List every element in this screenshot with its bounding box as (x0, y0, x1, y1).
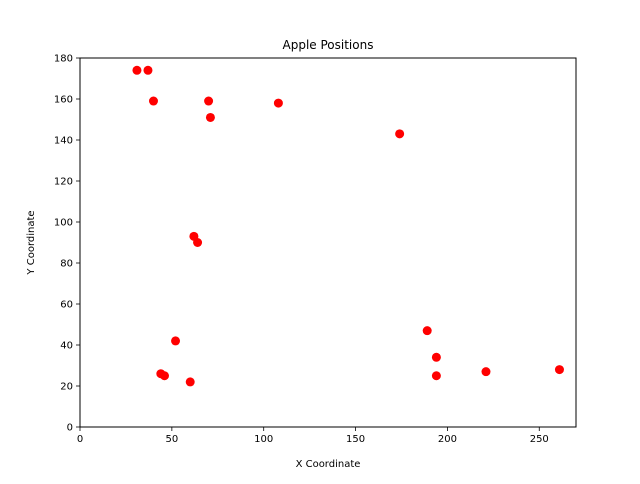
apple-point (554, 365, 564, 375)
apple-point (205, 112, 215, 122)
y-tick-label: 0 (67, 423, 73, 434)
y-tick-label: 80 (60, 259, 73, 270)
apple-point (193, 238, 203, 247)
apple-point (273, 98, 283, 108)
apple-point (204, 96, 214, 106)
x-axis-label: X Coordinate (296, 459, 361, 470)
x-tick-label: 200 (438, 434, 457, 445)
apple-point (185, 377, 195, 387)
axes-frame (79, 57, 577, 428)
axis-ticks: 0 50 100 150 200 250 0 20 40 60 80 100 120 140 160 180 (54, 54, 549, 446)
x-tick-label: 100 (254, 434, 273, 445)
data-points (132, 65, 564, 387)
apple-point (171, 336, 181, 346)
x-tick-label: 50 (165, 434, 178, 445)
apple-point (148, 96, 158, 106)
y-tick-label: 160 (54, 95, 73, 106)
y-tick-label: 60 (60, 300, 73, 311)
x-tick-label: 150 (346, 434, 365, 445)
apple-point (395, 129, 405, 139)
apple-point (160, 371, 170, 381)
y-tick-label: 140 (54, 136, 73, 147)
chart-title: Apple Positions (283, 38, 374, 52)
y-tick-label: 180 (54, 54, 73, 65)
apple-point (132, 65, 142, 75)
y-tick-label: 20 (60, 382, 73, 393)
y-tick-label: 120 (54, 177, 73, 188)
x-tick-label: 250 (530, 434, 549, 445)
y-axis-label: Y Coordinate (26, 210, 37, 275)
x-tick-label: 0 (77, 434, 83, 445)
apple-point (422, 326, 432, 336)
apple-point (431, 352, 441, 362)
y-tick-label: 100 (54, 218, 73, 229)
y-tick-label: 40 (60, 341, 73, 352)
apple-point (481, 367, 491, 377)
apple-point (143, 65, 153, 75)
apple-point (431, 371, 441, 381)
